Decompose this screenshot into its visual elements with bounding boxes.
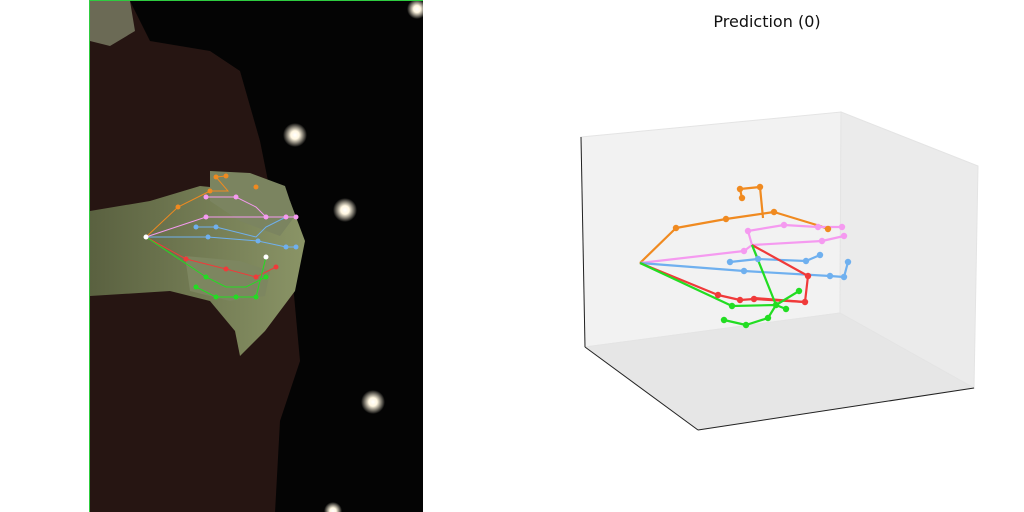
z-axis-line — [580, 136, 586, 348]
keypoints-2d — [143, 173, 299, 300]
annotated-hand-photo — [90, 1, 423, 512]
thumb-tip-3d — [738, 185, 765, 219]
prediction-3d-panel: Prediction (0) — [540, 0, 1024, 512]
upper-hand — [210, 171, 295, 236]
back-pane — [580, 111, 842, 348]
neck — [90, 1, 135, 46]
keypoints-3d — [672, 183, 852, 329]
input-photo-panel — [89, 0, 423, 512]
3d-axes — [580, 111, 979, 431]
light-spot — [407, 1, 423, 19]
lower-hand — [185, 256, 270, 301]
pinky-skeleton-2d — [145, 236, 267, 288]
light-spot — [324, 502, 342, 512]
plot-title: Prediction (0) — [713, 12, 821, 31]
light-spot — [283, 123, 307, 147]
x-axis-line — [697, 387, 975, 431]
middle-extra-2d — [196, 216, 287, 238]
middle-link-3d — [729, 257, 759, 264]
pinky-skeleton-3d — [639, 262, 787, 311]
ring-extra-3d — [751, 244, 810, 304]
y-axis-line — [584, 346, 699, 431]
light-spot — [333, 198, 357, 222]
index-extra-2d — [206, 196, 267, 218]
light-spot — [361, 390, 385, 414]
pinky-tip-3d — [775, 290, 800, 306]
